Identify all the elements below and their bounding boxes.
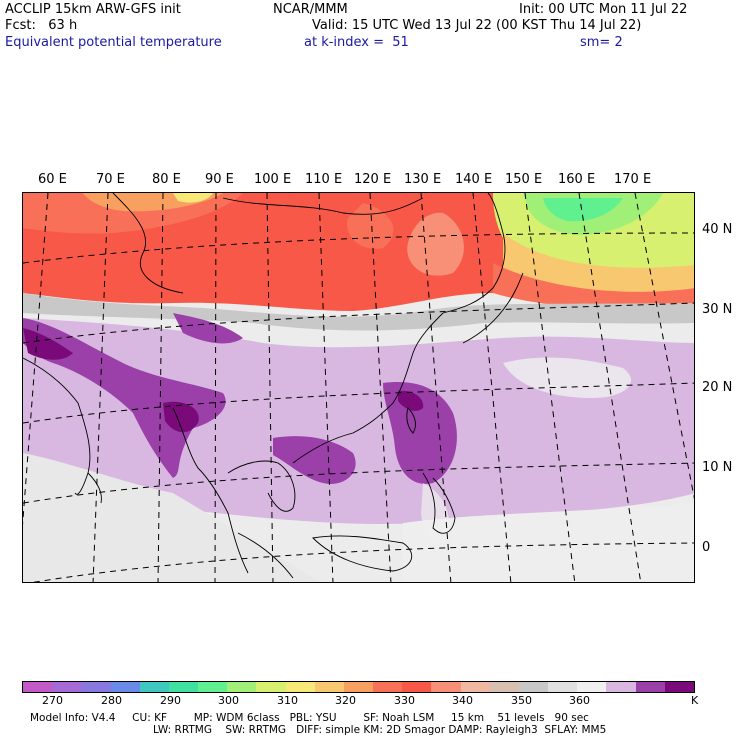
colorbar-swatch [314, 682, 344, 692]
lon-label: 170 E [614, 172, 652, 187]
colorbar-swatch [635, 682, 665, 692]
lat-label: 40 N [702, 222, 733, 237]
colorbar-swatch [81, 682, 111, 692]
colorbar-swatch [139, 682, 169, 692]
lat-label: 0 [702, 540, 711, 555]
lon-label: 160 E [558, 172, 596, 187]
colorbar-swatch [577, 682, 607, 692]
colorbar-tick-label: 270 [42, 694, 63, 707]
smoothing-label: sm= 2 [580, 35, 623, 50]
colorbar-tick-label: 330 [394, 694, 415, 707]
colorbar-swatch [110, 682, 140, 692]
colorbar-swatch [52, 682, 82, 692]
colorbar-tick-label: 350 [511, 694, 532, 707]
colorbar-swatch [431, 682, 461, 692]
colorbar-swatch [664, 682, 694, 692]
theta-e-map [22, 192, 695, 583]
colorbar-swatch [548, 682, 578, 692]
lon-label: 100 E [254, 172, 292, 187]
lon-label: 60 E [38, 172, 67, 187]
colorbar-swatch [227, 682, 257, 692]
colorbar [22, 681, 695, 693]
colorbar-tick-label: 310 [277, 694, 298, 707]
lon-label: 140 E [455, 172, 493, 187]
colorbar-tick-label: 340 [452, 694, 473, 707]
colorbar-swatch [256, 682, 286, 692]
colorbar-swatch [373, 682, 403, 692]
lon-label: 110 E [305, 172, 343, 187]
init-time: Init: 00 UTC Mon 11 Jul 22 [519, 2, 688, 17]
institution-label: NCAR/MMM [273, 2, 348, 17]
colorbar-tick-label: 300 [218, 694, 239, 707]
lon-label: 90 E [205, 172, 234, 187]
colorbar-swatch [606, 682, 636, 692]
colorbar-tick-label: 280 [101, 694, 122, 707]
lat-label: 30 N [702, 302, 733, 317]
lat-label: 20 N [702, 380, 733, 395]
model-title: ACCLIP 15km ARW-GFS init [5, 2, 181, 17]
model-info-line1: Model Info: V4.4 CU: KF MP: WDM 6class P… [30, 712, 589, 724]
colorbar-swatch [402, 682, 432, 692]
colorbar-swatch [460, 682, 490, 692]
colorbar-swatch [168, 682, 199, 692]
level-index: at k-index = 51 [304, 35, 409, 50]
colorbar-swatch [23, 682, 53, 692]
lon-label: 70 E [96, 172, 125, 187]
field-name: Equivalent potential temperature [5, 35, 222, 50]
colorbar-swatch [285, 682, 315, 692]
map-canvas [23, 193, 694, 582]
colorbar-unit: K [691, 694, 699, 707]
colorbar-swatch [518, 682, 549, 692]
lon-label: 120 E [354, 172, 392, 187]
lon-label: 80 E [152, 172, 181, 187]
colorbar-swatch [489, 682, 519, 692]
colorbar-tick-label: 360 [569, 694, 590, 707]
colorbar-swatch [343, 682, 374, 692]
lon-label: 130 E [404, 172, 442, 187]
colorbar-tick-label: 290 [160, 694, 181, 707]
colorbar-swatch [198, 682, 228, 692]
colorbar-tick-label: 320 [335, 694, 356, 707]
model-info-line2: LW: RRTMG SW: RRTMG DIFF: simple KM: 2D … [153, 724, 607, 736]
lon-label: 150 E [505, 172, 543, 187]
forecast-hour: Fcst: 63 h [5, 18, 78, 33]
valid-time: Valid: 15 UTC Wed 13 Jul 22 (00 KST Thu … [312, 18, 642, 33]
lat-label: 10 N [702, 460, 733, 475]
